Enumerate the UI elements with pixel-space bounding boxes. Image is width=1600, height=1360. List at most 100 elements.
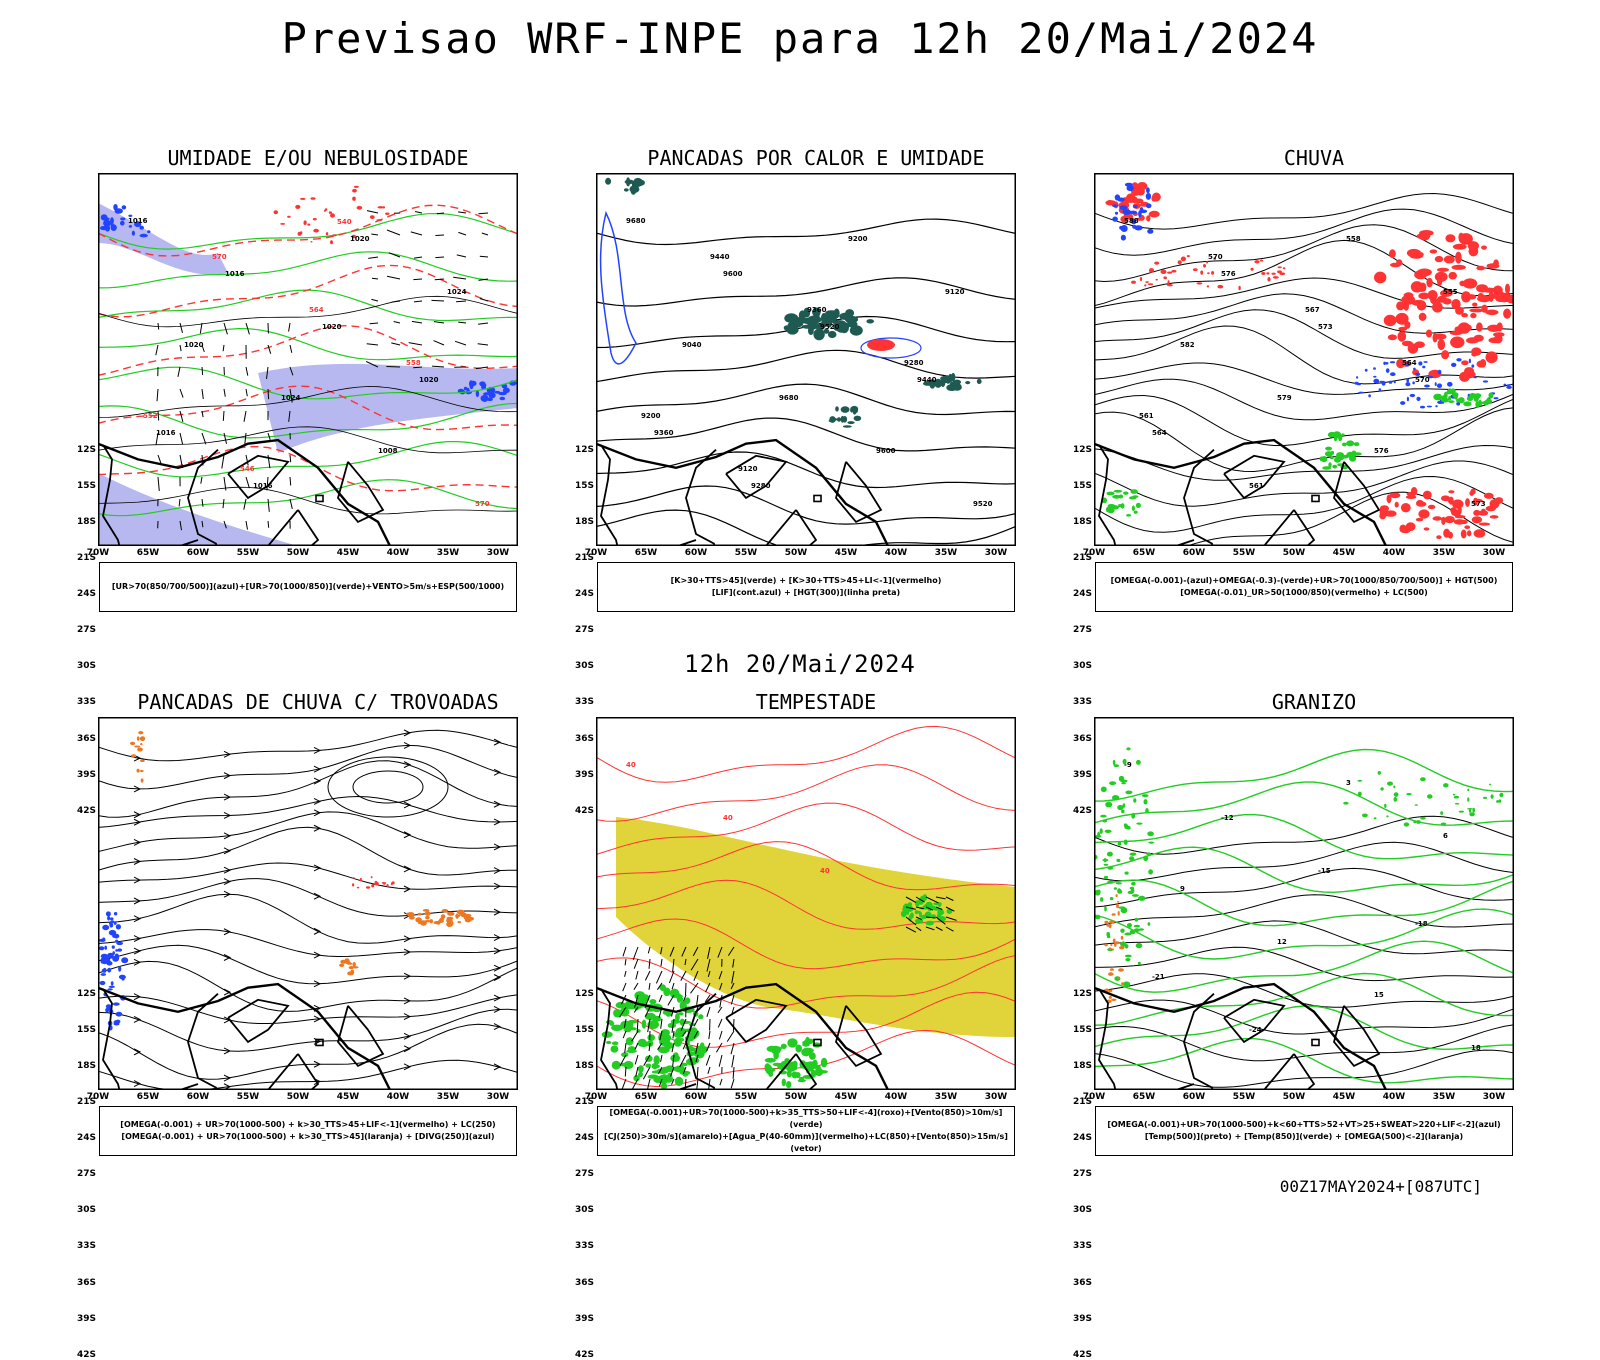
legend-line: [OMEGA(-0.001)+UR>70(1000-500)+k>35_TTS>…	[598, 1107, 1014, 1131]
longitude-tick-label: 70W	[1083, 1092, 1105, 1102]
contour-label: 582	[1180, 341, 1195, 349]
contour-label: -9	[1124, 761, 1132, 769]
latitude-tick-label: 39S	[575, 1314, 594, 1324]
contour-label: -21	[1152, 973, 1165, 981]
legend-line: [OMEGA(-0.001) + UR>70(1000-500) + k>30_…	[100, 1131, 516, 1143]
contour-label: 576	[1374, 447, 1389, 455]
contour-label: 1016	[156, 429, 176, 437]
latitude-tick-label: 39S	[1073, 1314, 1092, 1324]
latitude-tick-label: 15S	[77, 481, 96, 491]
contour-label: 9200	[848, 235, 868, 243]
contour-label: 564	[1152, 429, 1167, 437]
longitude-tick-label: 45W	[337, 548, 359, 558]
weather-map: 1016101610201020101610161020102410201024…	[98, 173, 518, 546]
latitude-tick-label: 27S	[77, 1169, 96, 1179]
longitude-tick-label: 55W	[1233, 548, 1255, 558]
longitude-tick-label: 55W	[1233, 1092, 1255, 1102]
longitude-tick-label: 40W	[1383, 548, 1405, 558]
longitude-tick-label: 65W	[1133, 1092, 1155, 1102]
contour-label: 1008	[378, 447, 398, 455]
contour-label: 573	[1471, 500, 1486, 508]
longitude-tick-label: 40W	[885, 1092, 907, 1102]
latitude-tick-label: 24S	[1073, 589, 1092, 599]
longitude-tick-label: 50W	[785, 548, 807, 558]
contour-label: 9360	[807, 306, 827, 314]
longitude-tick-label: 60W	[1183, 1092, 1205, 1102]
latitude-tick-label: 12S	[77, 445, 96, 455]
latitude-tick-label: 15S	[77, 1025, 96, 1035]
panel-title: UMIDADE E/OU NEBULOSIDADE	[68, 146, 568, 170]
contour-label: 18	[1471, 1044, 1481, 1052]
latitude-tick-label: 18S	[575, 517, 594, 527]
latitude-tick-label: 24S	[77, 1133, 96, 1143]
panel-legend: [OMEGA(-0.001)+UR>70(1000-500)+k>35_TTS>…	[597, 1106, 1015, 1156]
latitude-tick-label: 30S	[1073, 661, 1092, 671]
contour-label: 546	[240, 465, 255, 473]
contour-label: 9520	[973, 500, 993, 508]
latitude-tick-label: 42S	[77, 1350, 96, 1360]
latitude-tick-label: 30S	[575, 1205, 594, 1215]
latitude-tick-label: 15S	[575, 1025, 594, 1035]
panel-legend: [UR>70(850/700/500)](azul)+[UR>70(1000/8…	[99, 562, 517, 612]
contour-label: 564	[309, 306, 324, 314]
contour-label: -12	[1221, 814, 1234, 822]
latitude-tick-label: 24S	[77, 589, 96, 599]
longitude-tick-label: 35W	[1433, 1092, 1455, 1102]
legend-line: [CJ(250)>30m/s](amarelo)+[Agua_P(40-60mm…	[598, 1131, 1014, 1155]
longitude-tick-label: 55W	[735, 1092, 757, 1102]
longitude-tick-label: 65W	[635, 1092, 657, 1102]
longitude-tick-label: 30W	[985, 1092, 1007, 1102]
panel-legend: [OMEGA(-0.001) + UR>70(1000-500) + k>30_…	[99, 1106, 517, 1156]
longitude-tick-label: 70W	[585, 548, 607, 558]
legend-line: [LIF](cont.azul) + [HGT(300)](linha pret…	[598, 587, 1014, 599]
latitude-tick-label: 12S	[77, 989, 96, 999]
contour-label: 579	[1277, 394, 1292, 402]
contour-label: 1016	[225, 270, 245, 278]
latitude-tick-label: 18S	[1073, 517, 1092, 527]
contour-label: 1016	[253, 482, 273, 490]
latitude-tick-label: 27S	[77, 625, 96, 635]
contour-label: 9440	[917, 376, 937, 384]
longitude-tick-label: 30W	[487, 1092, 509, 1102]
contour-label: 561	[1139, 412, 1154, 420]
latitude-tick-label: 33S	[575, 1241, 594, 1251]
contour-label: 1024	[281, 394, 301, 402]
panel-legend: [OMEGA(-0.001)-(azul)+OMEGA(-0.3)-(verde…	[1095, 562, 1513, 612]
contour-label: 588	[1124, 217, 1139, 225]
longitude-tick-label: 70W	[87, 1092, 109, 1102]
contour-label: 40	[723, 814, 733, 822]
latitude-tick-label: 15S	[575, 481, 594, 491]
contour-label: 558	[1346, 235, 1361, 243]
contour-label: 6	[1443, 832, 1448, 840]
latitude-tick-label: 27S	[575, 1169, 594, 1179]
latitude-tick-label: 12S	[575, 989, 594, 999]
legend-line: [OMEGA(-0.01)_UR>50(1000/850)(vermelho) …	[1096, 587, 1512, 599]
contour-label: 40	[820, 867, 830, 875]
legend-line: [OMEGA(-0.001) + UR>70(1000-500) + k>30_…	[100, 1119, 516, 1131]
longitude-tick-label: 30W	[487, 548, 509, 558]
contour-label: 570	[212, 253, 227, 261]
contour-label: 564	[1402, 359, 1417, 367]
contour-label: 552	[143, 412, 158, 420]
longitude-tick-label: 70W	[1083, 548, 1105, 558]
contour-label: 9040	[682, 341, 702, 349]
longitude-tick-label: 35W	[437, 1092, 459, 1102]
contour-label: 12	[1277, 938, 1287, 946]
longitude-tick-label: 40W	[1383, 1092, 1405, 1102]
longitude-tick-label: 35W	[935, 1092, 957, 1102]
longitude-tick-label: 50W	[785, 1092, 807, 1102]
latitude-tick-label: 30S	[575, 661, 594, 671]
